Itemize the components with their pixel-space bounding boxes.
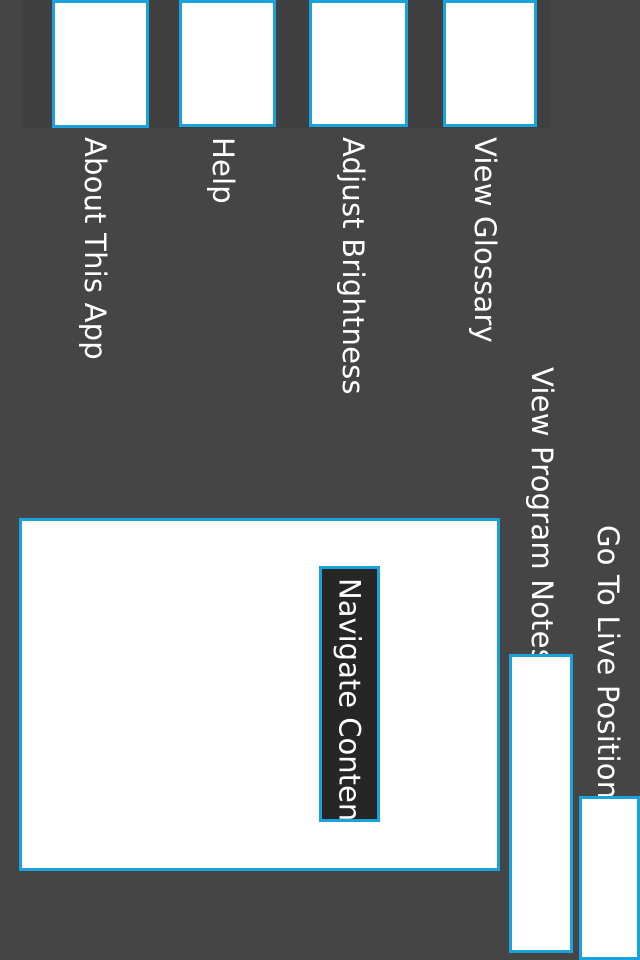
view-glossary-button[interactable] [443, 0, 537, 127]
view-glossary-label: View Glossary [468, 137, 502, 343]
adjust-brightness-button[interactable] [309, 0, 408, 127]
navigate-content-label: Navigate Content [332, 578, 367, 822]
program-notes-button[interactable] [509, 654, 573, 953]
content-panel[interactable] [19, 518, 500, 871]
help-button[interactable] [179, 0, 276, 127]
help-label: Help [206, 137, 240, 204]
navigate-content-button[interactable]: Navigate Content [319, 566, 380, 822]
about-app-button[interactable] [52, 0, 149, 128]
live-position-label: Go To Live Position [591, 525, 625, 800]
adjust-brightness-label: Adjust Brightness [336, 137, 370, 395]
program-notes-label: View Program Notes [525, 367, 559, 664]
live-position-button[interactable] [579, 796, 640, 960]
about-app-label: About This App [78, 137, 112, 360]
